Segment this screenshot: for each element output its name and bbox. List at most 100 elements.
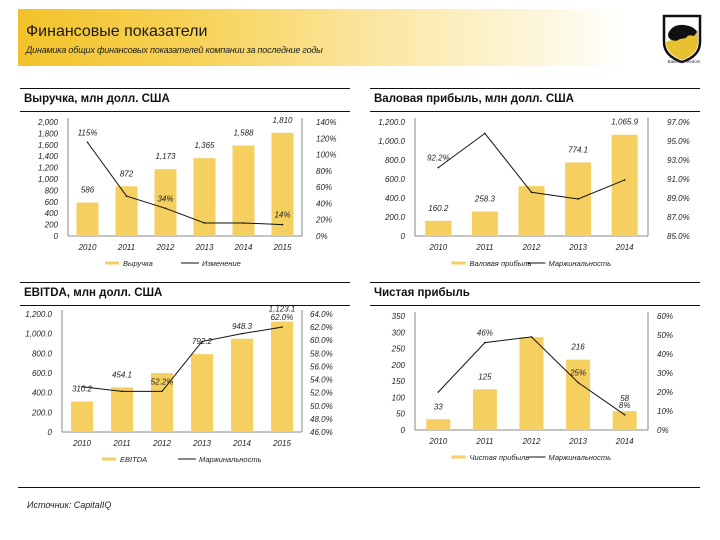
y-tick-label: 350	[392, 312, 406, 321]
y2-tick-label: 40%	[657, 350, 673, 359]
bar	[115, 186, 138, 236]
y2-tick-label: 91.0%	[667, 175, 690, 184]
line-point	[530, 336, 533, 338]
bar-value-label: 586	[81, 186, 95, 195]
x-tick-label: 2013	[195, 243, 214, 252]
x-tick-label: 2011	[117, 243, 135, 252]
y-tick-label: 800.0	[32, 349, 53, 358]
bar-value-label: 1,588	[233, 128, 254, 137]
y-tick-label: 200.0	[384, 213, 406, 222]
line-point	[577, 198, 579, 200]
line-point	[484, 341, 486, 344]
ebitda-chart: 0 200.0 400.0 600.0 800.0 1,000.0 1,200.0 46.0%…	[25, 305, 333, 464]
bar-value-label: 454.1	[112, 370, 132, 379]
y2-tick-label: 97.0%	[667, 118, 690, 127]
line-point	[437, 391, 440, 393]
legend-line-label: Маржинальность	[549, 259, 612, 268]
line-point	[164, 207, 167, 210]
bar-value-label: 1,123.1	[269, 305, 296, 314]
bar-value-label: 33	[434, 402, 443, 411]
x-tick-label: 2015	[272, 439, 291, 448]
y-tick-label: 2,000	[37, 118, 59, 127]
legend-line-label: Маржинальность	[199, 455, 262, 464]
legend-bar-label: EBITDA	[120, 455, 147, 464]
y-tick-label: 800.0	[385, 156, 406, 165]
y-tick-label: 1,000.0	[25, 330, 52, 339]
y-tick-label: 50	[396, 410, 405, 419]
bar	[611, 134, 638, 236]
y2-tick-label: 0%	[316, 232, 328, 241]
shield-bull-logo-icon	[662, 14, 702, 64]
y2-tick-label: 60%	[657, 312, 673, 321]
line-value-label: 115%	[78, 128, 98, 137]
line-point	[201, 340, 203, 343]
bar-value-label: 58	[620, 394, 629, 403]
chart-title: Чистая прибыль	[370, 282, 700, 306]
y-tick-label: 200.0	[31, 408, 53, 417]
y-tick-label: 200	[44, 221, 59, 230]
bar	[472, 389, 497, 430]
chart-title: Валовая прибыль, млн долл. США	[370, 88, 700, 112]
y-tick-label: 800	[45, 186, 59, 195]
y2-tick-label: 48.0%	[310, 415, 333, 424]
chart-title-text: Валовая прибыль, млн долл. США	[374, 93, 574, 105]
y-tick-label: 1,000.0	[378, 137, 405, 146]
line-value-label: 14%	[274, 211, 290, 220]
bar	[76, 202, 99, 236]
bar-value-label: 216	[570, 343, 585, 352]
y-tick-label: 1,400	[38, 152, 59, 161]
y2-tick-label: 87.0%	[667, 213, 690, 222]
y2-tick-label: 60%	[316, 183, 332, 192]
x-tick-label: 2012	[522, 437, 541, 446]
x-tick-label: 2014	[615, 437, 634, 446]
line-value-label: 34%	[157, 194, 173, 203]
line-point	[121, 390, 123, 393]
y-tick-label: 1,600	[38, 141, 59, 150]
y2-tick-label: 52.0%	[310, 389, 333, 398]
x-tick-label: 2010	[428, 243, 447, 252]
gross-profit-chart: 0 200.0 400.0 600.0 800.0 1,000.0 1,200.0 85.0%…	[378, 118, 690, 268]
y2-tick-label: 40%	[316, 199, 332, 208]
line-point	[125, 195, 128, 197]
line-point	[203, 222, 206, 224]
source-note: Источник: CapitalIQ	[27, 500, 112, 510]
y-tick-label: 150	[392, 377, 406, 386]
bar	[518, 186, 545, 236]
header-banner: Финансовые показатели Динамика общих фин…	[18, 9, 628, 66]
bar	[426, 419, 451, 430]
y2-tick-label: 20%	[315, 216, 332, 225]
legend-bar-label: Валовая прибыль	[470, 259, 532, 268]
x-tick-label: 2014	[232, 439, 251, 448]
chart-title: Выручка, млн долл. США	[20, 88, 350, 112]
line-point	[484, 132, 486, 135]
chart-title-text: Чистая прибыль	[374, 287, 470, 299]
bar	[231, 338, 253, 432]
line-value-label: 92.2%	[427, 154, 450, 163]
x-tick-label: 2014	[615, 243, 634, 252]
y-tick-label: 600.0	[385, 175, 406, 184]
bar	[271, 321, 293, 432]
x-tick-label: 2012	[152, 439, 171, 448]
legend-bar-label: Чистая прибыль	[470, 453, 530, 462]
y-tick-label: 0	[401, 232, 406, 241]
y2-tick-label: 56.0%	[310, 362, 333, 371]
x-tick-label: 2014	[234, 243, 253, 252]
y-tick-label: 0	[54, 232, 59, 241]
line-point	[281, 223, 284, 226]
legend-line-label: Изменение	[202, 259, 241, 268]
y-tick-label: 400	[45, 209, 59, 218]
y-tick-label: 250	[391, 345, 406, 354]
line-point	[86, 141, 89, 144]
y2-tick-label: 93.0%	[667, 156, 690, 165]
y2-tick-label: 58.0%	[310, 349, 333, 358]
bar-value-label: 310.2	[72, 384, 93, 393]
y2-tick-label: 54.0%	[310, 376, 333, 385]
bar	[111, 387, 133, 432]
y-tick-label: 200	[391, 361, 406, 370]
y2-tick-label: 140%	[316, 118, 336, 127]
y-tick-label: 600.0	[32, 369, 53, 378]
margin-line	[87, 142, 283, 226]
y2-tick-label: 120%	[316, 134, 336, 143]
x-tick-label: 2011	[112, 439, 130, 448]
y2-tick-label: 85.0%	[667, 232, 690, 241]
